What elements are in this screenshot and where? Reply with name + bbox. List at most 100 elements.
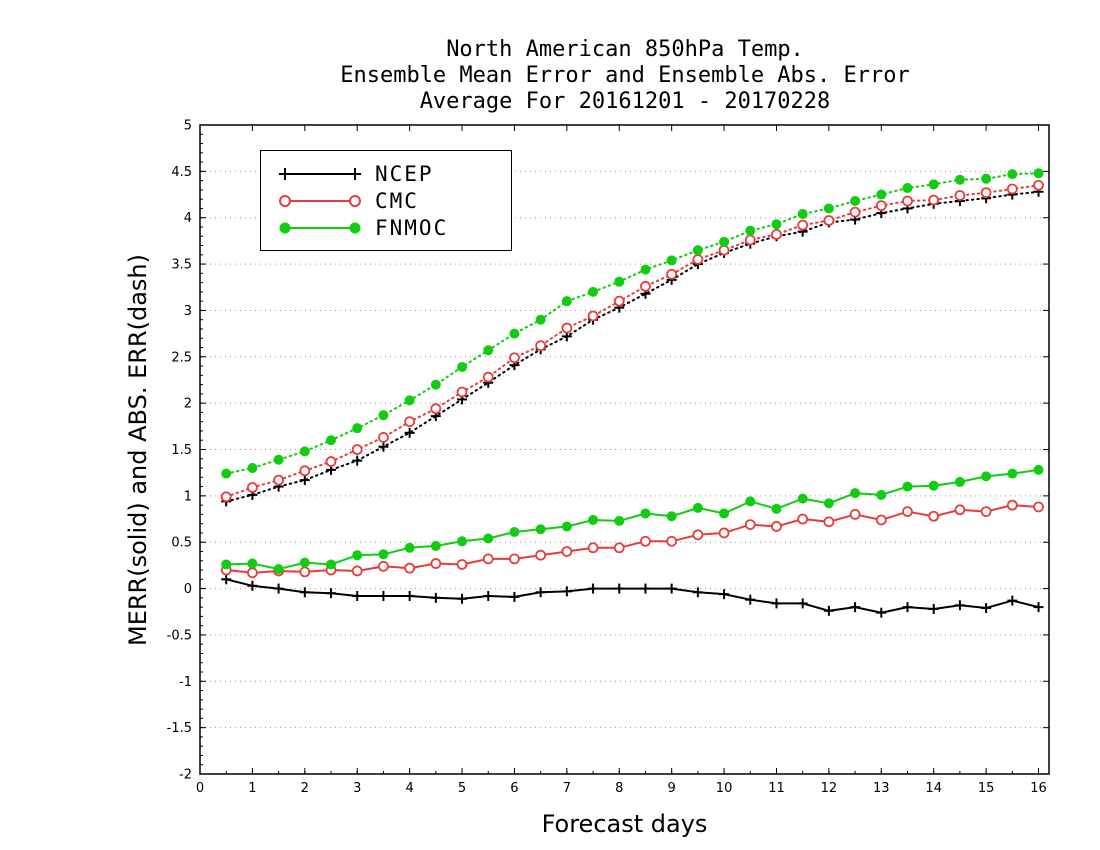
data-point-fnmoc-merr bbox=[247, 558, 258, 569]
data-point-cmc-abs-err bbox=[509, 352, 520, 364]
data-point-ncep-abs-err bbox=[404, 427, 415, 438]
chart-title-line-2: Ensemble Mean Error and Ensemble Abs. Er… bbox=[340, 63, 910, 88]
data-point-fnmoc-abs-err bbox=[457, 361, 468, 372]
data-point-fnmoc-abs-err bbox=[745, 225, 756, 236]
data-point-fnmoc-merr bbox=[404, 542, 415, 553]
data-point-fnmoc-merr bbox=[640, 508, 651, 519]
legend-ncep-swatch bbox=[279, 168, 361, 180]
data-point-ncep-abs-err bbox=[299, 475, 310, 486]
data-point-fnmoc-merr bbox=[981, 471, 992, 482]
data-point-fnmoc-merr bbox=[928, 480, 939, 491]
series-ncep-merr bbox=[221, 574, 1044, 618]
series-line-cmc-merr bbox=[226, 504, 1039, 574]
data-point-fnmoc-abs-err bbox=[823, 203, 834, 214]
data-point-fnmoc-abs-err bbox=[221, 468, 232, 479]
data-point-fnmoc-merr bbox=[823, 498, 834, 509]
data-point-cmc-abs-err bbox=[954, 190, 966, 201]
y-axis: -2 -1.5 -1 -0.5 0 0.5 1 1.5 2 2.5 3 3.5 4 4.5 5 bbox=[167, 119, 1049, 783]
data-point-fnmoc-abs-err bbox=[404, 395, 415, 406]
y-tick-label: 2.5 bbox=[171, 350, 192, 365]
data-point-cmc-abs-err bbox=[928, 194, 940, 206]
data-point-fnmoc-abs-err bbox=[247, 463, 258, 474]
data-point-cmc-merr bbox=[744, 519, 756, 530]
data-point-cmc-abs-err bbox=[273, 474, 285, 486]
data-point-cmc-abs-err bbox=[325, 456, 337, 467]
data-point-cmc-merr bbox=[928, 510, 940, 522]
data-point-ncep-merr bbox=[719, 589, 730, 600]
data-point-fnmoc-merr bbox=[483, 533, 494, 544]
x-tick-label: 16 bbox=[1030, 781, 1047, 796]
data-point-fnmoc-merr bbox=[1007, 468, 1018, 479]
data-point-ncep-merr bbox=[640, 583, 651, 594]
data-point-cmc-abs-err bbox=[875, 200, 887, 212]
data-point-fnmoc-merr bbox=[666, 511, 677, 522]
series-fnmoc-merr bbox=[221, 464, 1044, 575]
data-point-ncep-merr bbox=[902, 602, 913, 613]
data-point-cmc-merr bbox=[378, 560, 389, 572]
data-point-fnmoc-merr bbox=[299, 557, 310, 568]
data-point-fnmoc-abs-err bbox=[352, 423, 363, 434]
data-point-fnmoc-abs-err bbox=[509, 328, 520, 339]
legend-item-cmc: CMC bbox=[261, 188, 511, 214]
data-point-fnmoc-abs-err bbox=[719, 236, 730, 247]
data-point-cmc-merr bbox=[849, 509, 861, 520]
data-point-fnmoc-merr bbox=[797, 493, 808, 504]
data-point-fnmoc-merr bbox=[378, 549, 389, 560]
x-tick-label: 10 bbox=[716, 781, 733, 796]
data-point-fnmoc-abs-err bbox=[326, 435, 337, 446]
y-tick-label: 1.5 bbox=[171, 443, 192, 458]
y-tick-label: 0 bbox=[184, 582, 192, 597]
data-point-ncep-merr bbox=[535, 587, 546, 598]
data-point-cmc-merr bbox=[430, 558, 442, 569]
data-point-ncep-merr bbox=[692, 587, 703, 598]
data-point-cmc-merr bbox=[613, 542, 625, 554]
x-tick-label: 13 bbox=[873, 781, 890, 796]
data-point-ncep-merr bbox=[561, 586, 572, 597]
chart-title-line-3: Average For 20161201 - 20170228 bbox=[419, 89, 831, 114]
data-point-cmc-abs-err bbox=[299, 465, 311, 477]
data-point-ncep-merr bbox=[1033, 602, 1044, 613]
data-point-fnmoc-abs-err bbox=[614, 276, 625, 287]
x-tick-label: 5 bbox=[458, 781, 466, 796]
data-point-fnmoc-merr bbox=[719, 508, 730, 519]
legend-item-fnmoc: FNMOC bbox=[261, 215, 511, 241]
x-tick-label: 15 bbox=[978, 781, 995, 796]
data-point-cmc-merr bbox=[692, 529, 704, 541]
data-point-cmc-merr bbox=[299, 566, 311, 578]
data-point-cmc-merr bbox=[771, 521, 782, 532]
data-point-ncep-merr bbox=[876, 607, 887, 618]
data-point-cmc-merr bbox=[1033, 501, 1044, 513]
data-point-fnmoc-merr bbox=[954, 476, 965, 487]
data-point-cmc-merr bbox=[509, 553, 520, 565]
data-point-ncep-merr bbox=[404, 590, 415, 601]
data-point-fnmoc-merr bbox=[902, 481, 913, 492]
data-point-cmc-abs-err bbox=[744, 234, 756, 246]
data-point-cmc-abs-err bbox=[247, 482, 258, 493]
series-fnmoc-abs-err bbox=[221, 168, 1044, 479]
x-tick-label: 9 bbox=[668, 781, 676, 796]
x-tick-label: 2 bbox=[301, 781, 309, 796]
data-point-ncep-abs-err bbox=[378, 441, 389, 452]
data-point-ncep-merr bbox=[326, 588, 337, 599]
legend-label-ncep: NCEP bbox=[375, 162, 434, 186]
data-point-fnmoc-abs-err bbox=[1007, 169, 1018, 180]
data-point-ncep-merr bbox=[352, 590, 363, 601]
data-point-fnmoc-abs-err bbox=[299, 446, 310, 457]
x-tick-label: 12 bbox=[821, 781, 838, 796]
data-point-fnmoc-abs-err bbox=[692, 245, 703, 256]
data-point-ncep-merr bbox=[928, 603, 939, 614]
data-point-cmc-abs-err bbox=[351, 444, 363, 455]
x-tick-label: 11 bbox=[768, 781, 785, 796]
data-point-cmc-merr bbox=[482, 553, 494, 565]
data-point-cmc-merr bbox=[247, 567, 258, 579]
data-point-fnmoc-abs-err bbox=[561, 296, 572, 307]
data-point-ncep-merr bbox=[954, 600, 965, 611]
data-point-ncep-merr bbox=[273, 583, 284, 594]
data-point-cmc-merr bbox=[404, 562, 416, 574]
data-point-cmc-merr bbox=[980, 506, 992, 518]
data-point-fnmoc-abs-err bbox=[483, 345, 494, 356]
data-point-ncep-merr bbox=[666, 583, 677, 594]
legend-cmc-swatch bbox=[279, 195, 361, 207]
data-point-fnmoc-merr bbox=[352, 550, 363, 561]
